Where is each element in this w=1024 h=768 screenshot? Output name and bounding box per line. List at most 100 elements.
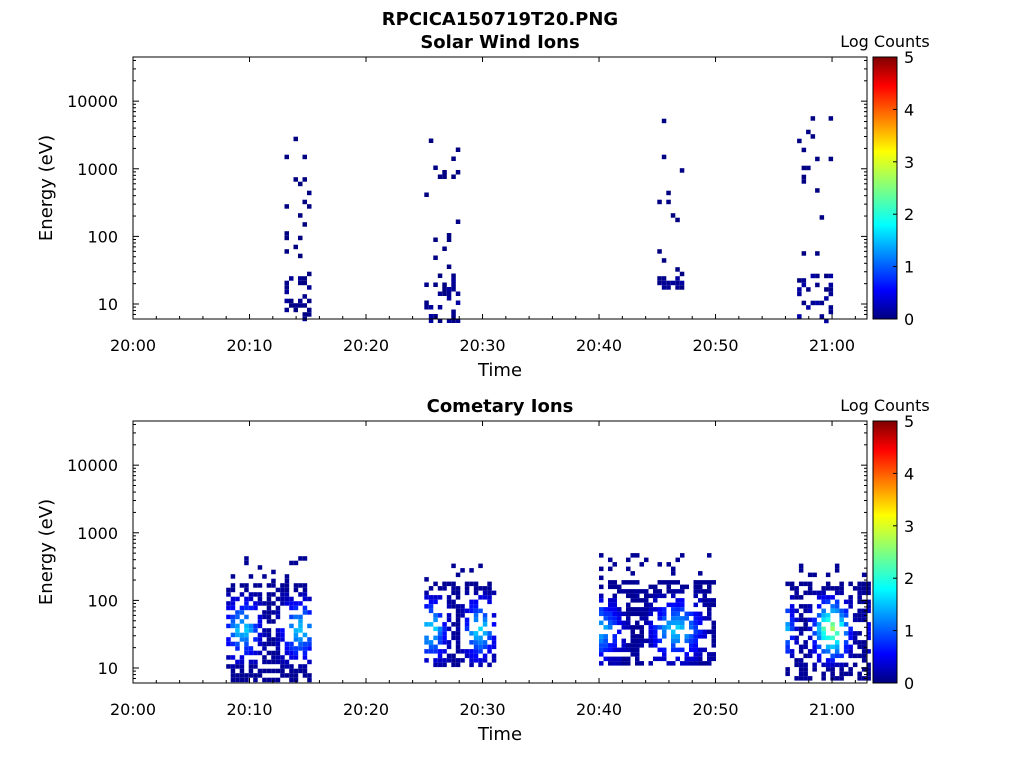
heatmap-cell	[794, 626, 799, 632]
heatmap-cell	[284, 587, 290, 593]
heatmap-cell	[857, 617, 862, 623]
heatmap-cell	[437, 586, 443, 591]
heatmap-cell	[473, 599, 479, 605]
heatmap-cell	[866, 671, 871, 677]
heatmap-cell	[302, 641, 308, 647]
heatmap-cell	[711, 620, 716, 626]
heatmap-cell	[599, 611, 604, 617]
heatmap-cell	[661, 280, 667, 286]
heatmap-cell	[226, 655, 231, 660]
heatmap-cell	[424, 635, 429, 641]
heatmap-cell	[798, 658, 804, 663]
heatmap-cell	[635, 553, 640, 558]
heatmap-cell	[679, 168, 685, 173]
heatmap-cell	[230, 587, 236, 593]
heatmap-cell	[482, 613, 488, 618]
heatmap-cell	[653, 584, 658, 590]
heatmap-cell	[608, 602, 613, 608]
heatmap-cell	[617, 629, 622, 635]
heatmap-cell	[612, 593, 617, 599]
heatmap-cell	[253, 592, 258, 597]
heatmap-cell	[671, 611, 676, 617]
colorbar-tick-label: 5	[904, 48, 914, 67]
heatmap-cell	[442, 649, 447, 654]
heatmap-cell	[248, 650, 254, 656]
heatmap-cell	[852, 662, 858, 668]
heatmap-cell	[293, 601, 299, 606]
heatmap-cell	[803, 581, 808, 587]
heatmap-cell	[446, 318, 452, 323]
heatmap-cell	[235, 673, 240, 678]
heatmap-cell	[816, 604, 822, 609]
heatmap-cell	[807, 617, 813, 623]
heatmap-cell	[807, 626, 813, 632]
heatmap-cell	[861, 653, 867, 659]
heatmap-cell	[612, 580, 617, 585]
heatmap-cell	[657, 656, 662, 662]
heatmap-cell	[464, 581, 470, 587]
heatmap-cell	[257, 637, 263, 642]
heatmap-cell	[798, 667, 804, 672]
heatmap-cell	[680, 661, 685, 666]
heatmap-cell	[626, 616, 631, 621]
heatmap-cell	[451, 635, 456, 641]
heatmap-cell	[293, 628, 299, 633]
heatmap-cell	[608, 611, 613, 617]
heatmap-cell	[702, 616, 707, 621]
heatmap-cell	[794, 608, 799, 614]
heatmap-cell	[599, 598, 604, 603]
heatmap-cell	[666, 620, 671, 626]
heatmap-cell	[302, 154, 307, 160]
heatmap-cell	[812, 622, 817, 627]
heatmap-cell	[671, 616, 676, 621]
heatmap-cell	[666, 562, 671, 567]
heatmap-cell	[635, 643, 640, 648]
heatmap-cell	[794, 676, 799, 681]
heatmap-cell	[271, 578, 276, 584]
heatmap-cell	[428, 138, 434, 143]
heatmap-cell	[266, 583, 272, 588]
heatmap-cell	[698, 571, 703, 576]
heatmap-cell	[433, 649, 438, 654]
heatmap-cell	[280, 637, 285, 642]
heatmap-cell	[785, 581, 790, 587]
heatmap-cell	[455, 595, 461, 600]
heatmap-cell	[866, 676, 871, 681]
heatmap-cell	[473, 608, 479, 614]
heatmap-cell	[670, 280, 676, 286]
heatmap-cell	[785, 622, 790, 627]
heatmap-cell	[239, 673, 245, 678]
heatmap-cell	[451, 309, 456, 314]
y-tick-label: 1000	[77, 524, 118, 543]
heatmap-cell	[816, 626, 822, 632]
heatmap-cell	[653, 607, 658, 612]
heatmap-cell	[798, 613, 804, 618]
heatmap-cell	[257, 623, 263, 629]
heatmap-cell	[239, 610, 245, 615]
heatmap-cell	[830, 595, 835, 600]
heatmap-cell	[464, 608, 470, 614]
heatmap-cell	[698, 634, 703, 639]
heatmap-cell	[711, 598, 716, 603]
heatmap-cell	[680, 602, 685, 608]
heatmap-cell	[451, 662, 456, 668]
heatmap-cell	[617, 656, 622, 662]
heatmap-cell	[608, 656, 613, 662]
heatmap-cell	[451, 314, 456, 319]
heatmap-cell	[812, 631, 817, 636]
heatmap-cell	[693, 638, 698, 644]
heatmap-cell	[424, 590, 429, 596]
heatmap-cell	[828, 287, 834, 292]
heatmap-cell	[478, 608, 483, 614]
heatmap-cell	[257, 673, 263, 678]
heatmap-cell	[262, 677, 267, 683]
heatmap-cell	[446, 599, 452, 605]
heatmap-cell	[785, 626, 790, 632]
heatmap-cell	[648, 638, 653, 644]
heatmap-cell	[806, 287, 811, 292]
heatmap-cell	[248, 659, 254, 665]
heatmap-cell	[626, 607, 631, 612]
heatmap-cell	[661, 258, 667, 263]
heatmap-cell	[428, 608, 434, 614]
heatmap-cell	[451, 273, 456, 278]
